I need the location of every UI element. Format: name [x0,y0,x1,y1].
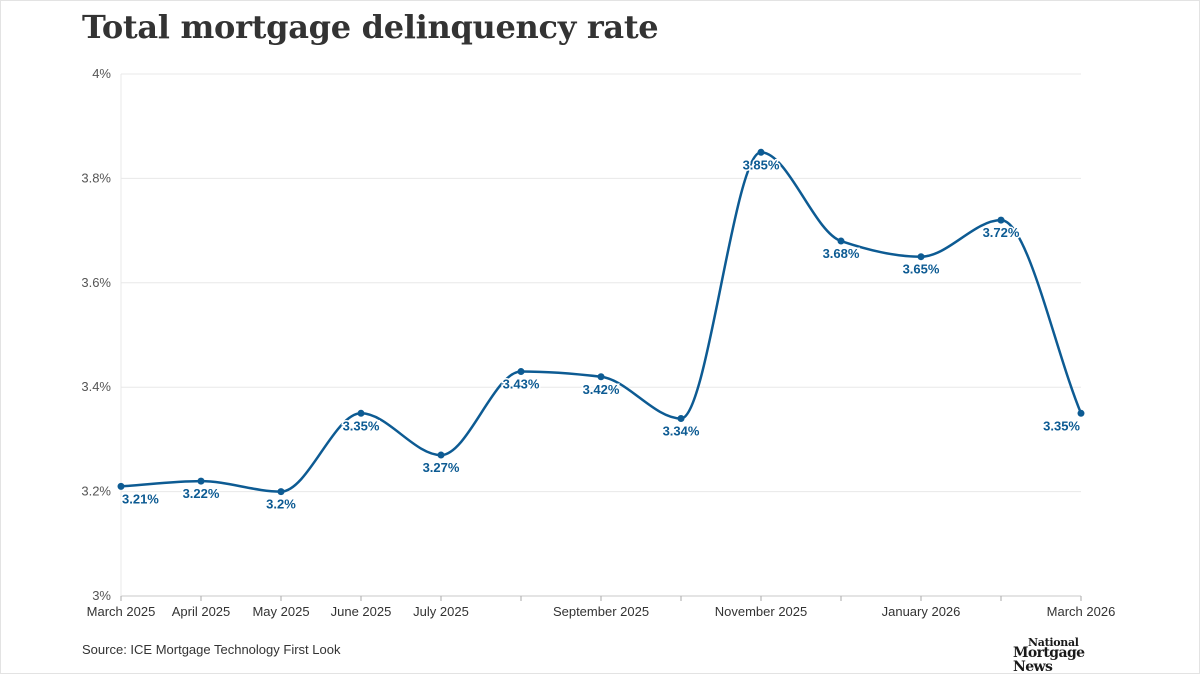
data-point [437,451,445,459]
x-axis-ticks: March 2025 April 2025 May 2025 June 2025 Jul… [87,596,1116,619]
data-label: 3.27% [423,460,460,475]
x-tick-label: May 2025 [252,604,309,619]
data-point [597,373,605,381]
data-label: 3.22% [183,486,220,501]
data-point [997,216,1005,224]
data-label: 3.85% [743,157,780,172]
logo-line-1: National [1028,636,1079,649]
data-label: 3.35% [343,418,380,433]
data-label: 3.43% [503,377,540,392]
data-label: 3.42% [583,382,620,397]
x-tick-label: March 2025 [87,604,156,619]
data-point [117,482,125,490]
x-tick-label: July 2025 [413,604,469,619]
data-label: 3.65% [903,262,940,277]
x-tick-label: March 2026 [1047,604,1116,619]
x-tick-label: April 2025 [172,604,231,619]
x-tick-label: January 2026 [882,604,961,619]
x-tick-label: November 2025 [715,604,808,619]
series-line-group [119,151,1083,493]
data-point [197,477,205,485]
data-point [1077,409,1085,417]
data-label: 3.35% [1043,418,1080,433]
y-tick-label: 3.4% [81,379,111,394]
logo-line-2: Mortgage News [1013,645,1085,675]
data-point [357,409,365,417]
data-point [757,148,765,156]
series-line [119,151,1083,493]
data-point [677,415,685,423]
y-tick-label: 4% [92,66,111,81]
data-points [117,148,1085,496]
y-tick-label: 3% [92,588,111,603]
data-label: 3.2% [266,497,296,512]
chart-title: Total mortgage delinquency rate [82,8,659,46]
x-tick-label: June 2025 [331,604,392,619]
data-label: 3.21% [122,491,159,506]
grid-lines [120,73,1081,597]
x-tick-label: September 2025 [553,604,649,619]
data-point [917,253,925,261]
data-point [277,488,285,496]
y-tick-label: 3.2% [81,484,111,499]
data-label: 3.34% [663,424,700,439]
y-axis-ticks: 3% 3.2% 3.4% 3.6% 3.8% 4% [81,66,111,603]
data-label: 3.68% [823,246,860,261]
national-mortgage-news-logo: National Mortgage News [1010,636,1122,674]
data-point [517,368,525,376]
data-label: 3.72% [983,225,1020,240]
source-note: Source: ICE Mortgage Technology First Lo… [82,642,341,657]
data-labels: 3.21% 3.22% 3.2% 3.35% 3.27% 3.43% 3.42% 3.34% 3… [121,156,1082,513]
y-tick-label: 3.8% [81,170,111,185]
data-point [837,237,845,245]
y-tick-label: 3.6% [81,275,111,290]
